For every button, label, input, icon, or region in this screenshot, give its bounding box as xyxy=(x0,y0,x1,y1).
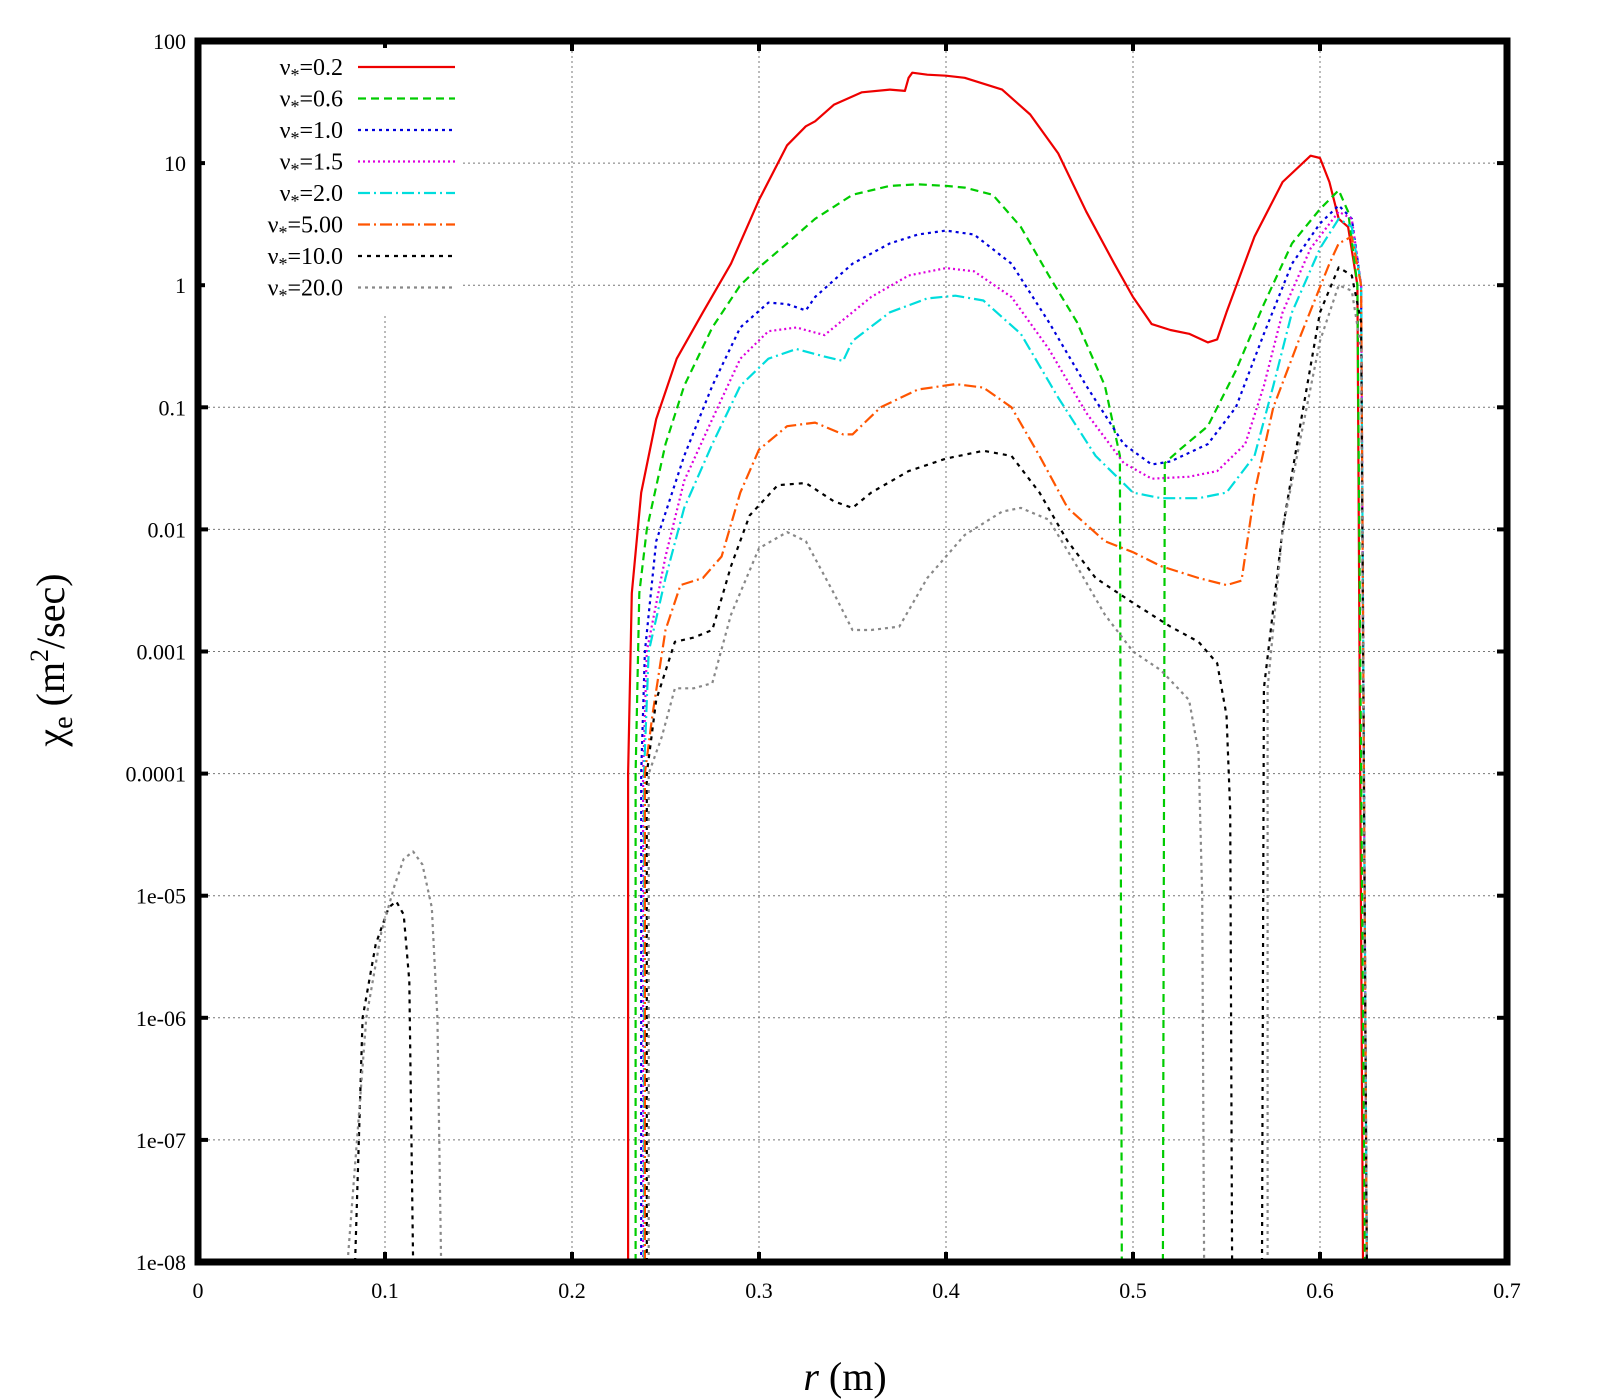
series-line xyxy=(1161,189,1366,1263)
x-tick-label: 0.5 xyxy=(1119,1278,1147,1303)
tick-group: 0 0.1 0.2 0.3 0.4 0.5 0.6 0.7 1e-08 1e-07 1e-06 1e-… xyxy=(126,29,1521,1303)
legend-label: ν*=1.5 xyxy=(280,150,343,180)
legend-label: ν*=5.00 xyxy=(268,213,343,243)
x-tick-label: 0.6 xyxy=(1306,1278,1334,1303)
legend-label: ν*=0.6 xyxy=(280,87,343,117)
series-line xyxy=(645,449,1234,1263)
y-tick-label: 0.001 xyxy=(137,640,187,665)
y-tick-label: 0.1 xyxy=(159,395,187,420)
legend-label: ν*=0.2 xyxy=(280,55,343,85)
legend-label: ν*=2.0 xyxy=(280,181,343,211)
y-tick-label: 1e-05 xyxy=(136,884,186,909)
series-line xyxy=(627,71,1365,1263)
legend: ν*=0.2ν*=0.6ν*=1.0ν*=1.5ν*=2.0ν*=5.00ν*=… xyxy=(205,48,460,313)
x-tick-label: 0.1 xyxy=(371,1278,399,1303)
x-tick-label: 0.4 xyxy=(932,1278,960,1303)
series-line xyxy=(640,204,1368,1263)
y-tick-label: 1e-06 xyxy=(136,1006,186,1031)
series-line xyxy=(642,210,1368,1263)
y-tick-label: 1 xyxy=(175,273,186,298)
series-line xyxy=(1260,266,1368,1263)
series-line xyxy=(354,900,415,1263)
legend-label: ν*=10.0 xyxy=(268,244,343,274)
x-axis-label: r (m) xyxy=(803,1354,886,1399)
series-line xyxy=(1266,284,1368,1263)
x-tick-label: 0 xyxy=(193,1278,204,1303)
legend-background xyxy=(205,48,460,313)
legend-label: ν*=20.0 xyxy=(268,276,343,306)
y-tick-label: 100 xyxy=(153,29,186,54)
y-tick-label: 10 xyxy=(164,151,186,176)
x-tick-label: 0.3 xyxy=(745,1278,773,1303)
series-line xyxy=(346,850,443,1263)
x-tick-label: 0.2 xyxy=(558,1278,586,1303)
series-group xyxy=(346,71,1368,1263)
grid xyxy=(198,41,1507,1262)
y-tick-label: 1e-08 xyxy=(136,1250,186,1275)
y-axis-label: χe (m2/sec) xyxy=(25,573,79,747)
x-tick-label: 0.7 xyxy=(1493,1278,1521,1303)
legend-label: ν*=1.0 xyxy=(280,118,343,148)
series-line xyxy=(642,217,1368,1263)
series-line xyxy=(647,506,1206,1263)
series-line xyxy=(634,183,1123,1263)
y-tick-label: 0.0001 xyxy=(126,762,187,787)
y-tick-label: 1e-07 xyxy=(136,1128,186,1153)
y-tick-label: 0.01 xyxy=(148,517,187,542)
series-line xyxy=(643,235,1368,1263)
